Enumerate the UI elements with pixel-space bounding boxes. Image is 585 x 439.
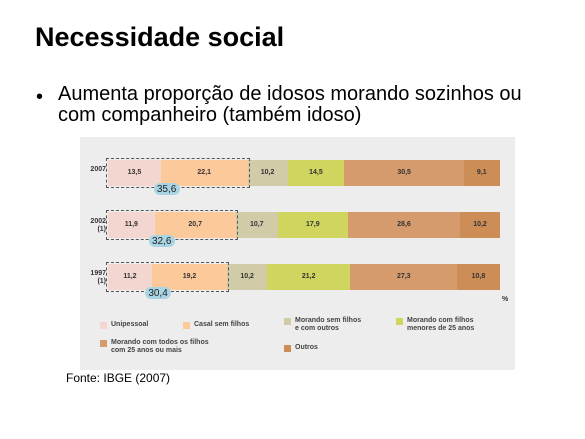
bar-segment: [347, 212, 460, 238]
total-bubble: [145, 287, 172, 299]
legend-swatch: [100, 340, 107, 347]
bar-segment: [151, 264, 228, 290]
legend-swatch: [100, 322, 107, 329]
value-label: 20,7: [188, 221, 203, 228]
legend-label: Unipessoal: [111, 321, 149, 328]
bullet-text: Aumenta proporção de idosos morando sozi…: [58, 83, 522, 126]
bar-segment: [463, 160, 500, 186]
value-label: 10,2: [260, 169, 275, 176]
axis-unit: %: [502, 296, 509, 303]
legend-swatch: [396, 318, 403, 325]
legend-label: Outros: [295, 344, 318, 351]
legend-label: Morando com filhos menores de 25 anos: [407, 317, 475, 332]
total-label: 35,6: [156, 184, 177, 195]
value-label: 9,1: [476, 169, 487, 176]
total-bubble: [148, 235, 175, 247]
value-label: 19,2: [182, 273, 197, 280]
value-label: 30,5: [397, 169, 411, 176]
value-label: 28,6: [397, 221, 411, 228]
bar-segment: [457, 264, 500, 290]
bar-segment: [108, 264, 152, 290]
bar-segment: [350, 264, 458, 290]
legend-swatch: [183, 322, 190, 329]
bullet-marker: •: [36, 86, 44, 108]
bar-segment: [108, 212, 155, 238]
value-label: 10,2: [473, 221, 487, 228]
value-label: 13,5: [127, 169, 142, 176]
legend-label: Morando sem filhos e com outros: [295, 317, 362, 332]
value-label: 14,5: [309, 169, 323, 176]
bar-segment: [227, 264, 268, 290]
bar-segment: [460, 212, 500, 238]
total-bubble: [153, 183, 180, 195]
value-label: 10,8: [471, 273, 486, 280]
source-note: Fonte: IBGE (2007): [66, 371, 171, 385]
total-label: 32,6: [151, 236, 172, 247]
bar-segment: [344, 160, 464, 186]
category-label: 1997 (1): [90, 270, 106, 285]
value-label: 21,2: [301, 273, 316, 280]
value-label: 17,9: [306, 221, 320, 228]
legend-label: Morando com todos os filhos com 25 anos …: [111, 339, 209, 354]
legend-label: Casal sem filhos: [194, 321, 250, 328]
value-label: 22,1: [197, 169, 212, 176]
legend-swatch: [284, 318, 291, 325]
value-label: 27,3: [396, 273, 411, 280]
category-label: 2002 (1): [90, 218, 106, 233]
bar-segment: [267, 264, 351, 290]
legend-swatch: [284, 345, 291, 352]
value-label: 11,2: [123, 273, 137, 280]
slide-title: Necessidade social: [35, 22, 285, 52]
total-label: 30,4: [148, 288, 168, 299]
category-label: 2007: [90, 166, 106, 173]
value-label: 11,9: [124, 221, 138, 228]
bar-segment: [247, 160, 288, 186]
bar-segment: [287, 160, 345, 186]
bar-segment: [108, 160, 161, 186]
bar-segment: [154, 212, 236, 238]
value-label: 10,2: [240, 273, 254, 280]
value-label: 10,7: [249, 221, 264, 228]
bar-segment: [160, 160, 248, 186]
bar-segment: [277, 212, 348, 238]
bar-segment: [235, 212, 278, 238]
